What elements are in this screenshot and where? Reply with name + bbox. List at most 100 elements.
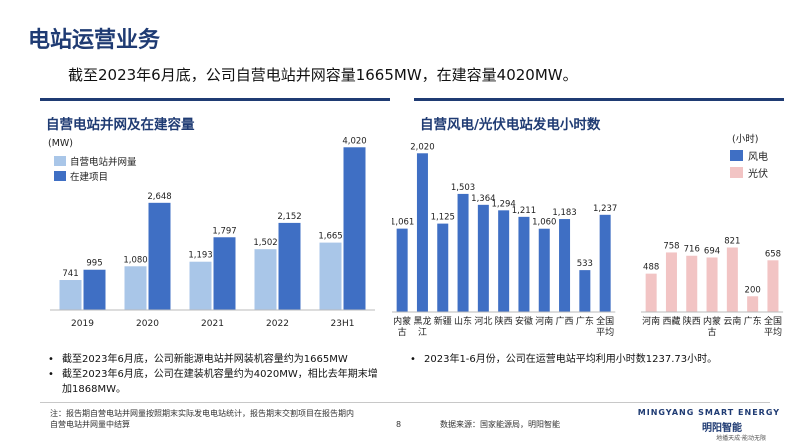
bar	[747, 296, 759, 312]
x-tick-label: 广西	[556, 315, 574, 327]
bar	[254, 249, 277, 310]
bar	[559, 219, 571, 312]
legend-swatch	[54, 171, 66, 181]
data-label: 533	[577, 259, 593, 269]
legend-label: 光伏	[748, 167, 768, 180]
x-tick-label: 黑龙江	[413, 315, 431, 338]
data-label: 200	[745, 285, 761, 295]
x-tick-label: 河北	[474, 315, 492, 327]
bar	[83, 269, 106, 310]
bar	[59, 280, 82, 310]
bullet-item: • 截至2023年6月底，公司在建装机容量约为4020MW，相比去年期末增加186…	[48, 369, 378, 395]
x-tick-label: 广东	[576, 315, 594, 327]
data-label: 1,193	[188, 251, 212, 261]
bar	[278, 222, 301, 310]
x-tick-label: 23H1	[331, 319, 355, 329]
data-label: 488	[643, 263, 659, 273]
left-title-divider	[40, 98, 390, 101]
bar	[477, 204, 489, 312]
data-label: 658	[765, 249, 781, 259]
data-label: 995	[86, 259, 102, 269]
right-section-title: 自营风电/光伏电站发电小时数	[420, 117, 601, 133]
headline: 截至2023年6月底，公司自营电站并网容量1665MW，在建容量4020MW。	[68, 66, 578, 84]
data-label: 1,061	[392, 218, 414, 228]
x-tick-label: 新疆	[434, 315, 452, 327]
y-unit-label: (小时)	[732, 133, 758, 145]
legend-swatch	[54, 156, 66, 166]
bar	[706, 257, 718, 312]
bar	[599, 214, 611, 312]
y-unit-label: (MW)	[48, 138, 73, 149]
data-label: 2,648	[147, 192, 171, 202]
x-tick-label: 内蒙古	[393, 315, 411, 338]
bullet-item: • 截至2023年6月底，公司新能源电站并网装机容量约为1665MW	[48, 354, 348, 365]
data-label: 1,294	[491, 199, 515, 209]
bar	[319, 242, 342, 310]
data-label: 758	[663, 241, 679, 251]
data-label: 1,060	[532, 218, 556, 228]
data-label: 741	[62, 269, 78, 279]
legend-label: 自营电站并网量	[70, 156, 137, 168]
data-label: 1,237	[593, 204, 617, 214]
bar	[396, 228, 408, 312]
data-label: 1,797	[212, 226, 236, 236]
data-label: 1,502	[253, 238, 277, 248]
bar	[457, 193, 469, 312]
x-tick-label: 河南	[535, 315, 553, 327]
x-tick-label: 内蒙古	[703, 315, 721, 338]
bar	[343, 147, 366, 310]
bar	[148, 202, 171, 310]
bar	[579, 270, 591, 312]
data-label: 2,020	[410, 142, 434, 152]
logo-text: MINGYANG SMART ENERGY	[637, 408, 780, 417]
x-tick-label: 2019	[71, 319, 94, 329]
page-number: 8	[396, 420, 402, 429]
data-label: 1,211	[512, 206, 536, 216]
legend-label: 风电	[748, 150, 768, 163]
x-tick-label: 河南	[642, 315, 660, 327]
footnote: 注：报告期自营电站并网量按照期末实际发电电站统计，报告期末交割项目在报告期内自营…	[50, 409, 354, 429]
bar	[213, 237, 236, 310]
data-label: 1,183	[552, 208, 576, 218]
bar	[767, 260, 779, 312]
data-label: 1,080	[123, 255, 147, 265]
bar	[665, 252, 677, 312]
x-tick-label: 2020	[136, 319, 159, 329]
data-label: 821	[724, 236, 740, 246]
bar	[726, 247, 738, 312]
bar	[416, 153, 428, 312]
x-tick-label: 西藏	[662, 315, 680, 327]
bar	[437, 223, 449, 312]
data-label: 716	[684, 245, 700, 255]
bar	[686, 255, 698, 312]
data-label: 2,152	[277, 212, 301, 222]
bar	[645, 273, 657, 312]
data-label: 4,020	[342, 136, 366, 146]
logo-name: 明阳智能	[702, 423, 742, 434]
x-tick-label: 陕西	[683, 315, 701, 327]
x-tick-label: 全国平均	[764, 315, 782, 338]
right-bullets: • 2023年1-6月份，公司在运营电站平均利用小时数1237.73小时。	[410, 352, 770, 367]
x-tick-label: 安徽	[515, 315, 533, 327]
left-bullets: • 截至2023年6月底，公司新能源电站并网装机容量约为1665MW • 截至202…	[48, 352, 378, 397]
page-title: 电站运营业务	[28, 28, 161, 53]
logo-tagline: 地播天成·能动无限	[716, 435, 766, 442]
data-label: 1,503	[451, 183, 475, 193]
data-source: 数据来源：国家能源局，明阳智能	[440, 420, 560, 429]
left-section-title: 自营电站并网及在建容量	[46, 117, 195, 133]
x-tick-label: 云南	[723, 315, 741, 327]
data-label: 1,125	[431, 213, 455, 223]
data-label: 1,364	[471, 194, 495, 204]
bar	[189, 261, 212, 310]
right-title-divider	[414, 98, 784, 101]
footer-divider	[40, 402, 770, 403]
data-label: 1,665	[318, 232, 342, 242]
legend-swatch	[730, 167, 743, 178]
x-tick-label: 全国平均	[596, 315, 614, 338]
bar	[538, 228, 550, 312]
bar	[498, 210, 510, 312]
x-tick-label: 山东	[454, 315, 472, 327]
bar	[518, 216, 530, 312]
